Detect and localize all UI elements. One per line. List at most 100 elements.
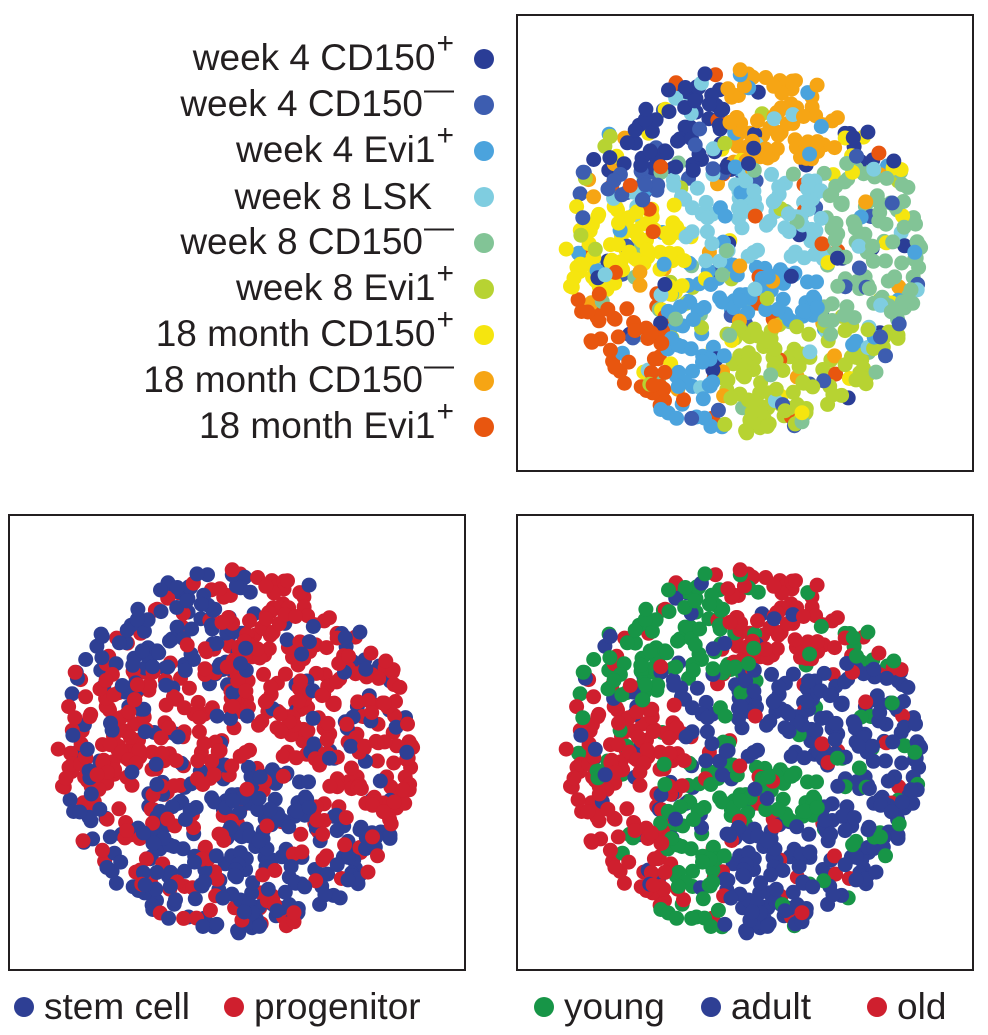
- legend-superscript: +: [436, 302, 454, 336]
- scatter-point: [834, 697, 850, 713]
- scatter-point: [685, 312, 701, 327]
- scatter-point: [676, 892, 691, 908]
- scatter-point: [654, 335, 670, 351]
- scatter-point: [808, 223, 824, 239]
- scatter-point: [785, 384, 801, 400]
- scatter-point: [703, 277, 719, 292]
- scatter-point: [676, 392, 691, 408]
- scatter-point: [627, 622, 643, 638]
- legend-swatch-icon: [474, 187, 494, 207]
- scatter-point: [763, 867, 779, 883]
- scatter-point: [809, 300, 825, 315]
- scatter-point: [269, 903, 285, 919]
- scatter-point: [102, 829, 118, 845]
- scatter-point: [861, 281, 877, 297]
- scatter-point: [233, 656, 248, 672]
- scatter-point: [783, 768, 799, 784]
- scatter-point: [758, 641, 773, 657]
- scatter-point: [369, 753, 385, 769]
- scatter-point: [135, 865, 151, 881]
- scatter-point: [687, 593, 703, 609]
- scatter-point: [886, 653, 902, 669]
- scatter-point: [161, 720, 177, 736]
- scatter-point: [684, 910, 700, 926]
- scatter-point: [692, 621, 708, 637]
- scatter-point: [705, 339, 721, 355]
- scatter-point: [699, 710, 715, 726]
- legend-superscript: +: [436, 118, 454, 152]
- scatter-point: [293, 673, 309, 689]
- scatter-point: [745, 245, 761, 260]
- scatter-point: [621, 854, 637, 870]
- scatter-point: [771, 179, 787, 195]
- legend-label: week 4 Evi1: [235, 128, 436, 170]
- scatter-point: [896, 194, 911, 209]
- scatter-point: [872, 705, 888, 720]
- scatter-point: [816, 873, 832, 889]
- scatter-point: [763, 367, 779, 383]
- scatter-point: [783, 748, 799, 764]
- scatter-point: [570, 792, 586, 808]
- scatter-point: [627, 823, 643, 838]
- scatter-point: [657, 364, 673, 380]
- legend-entry-young: young: [534, 986, 665, 1028]
- scatter-point: [238, 640, 254, 656]
- scatter-point: [634, 192, 650, 208]
- scatter-point: [338, 810, 354, 826]
- legend-label: 18 month Evi1: [198, 404, 436, 446]
- scatter-point: [305, 710, 321, 726]
- scatter-point: [277, 666, 293, 682]
- scatter-point: [627, 122, 643, 138]
- scatter-point: [768, 381, 784, 397]
- scatter-point: [705, 641, 721, 657]
- scatter-point: [722, 114, 738, 130]
- scatter-point: [759, 918, 775, 934]
- scatter-point: [813, 119, 829, 134]
- scatter-point: [639, 742, 655, 758]
- scatter-point: [677, 619, 693, 635]
- scatter-point: [322, 778, 338, 794]
- scatter-point: [747, 708, 763, 724]
- scatter-point: [154, 745, 170, 761]
- scatter-point: [705, 839, 721, 855]
- scatter-point: [566, 770, 582, 786]
- scatter-point: [705, 161, 721, 177]
- scatter-point: [814, 236, 830, 252]
- scatter-point: [828, 715, 844, 731]
- scatter-point: [573, 227, 589, 243]
- scatter-point: [848, 872, 864, 888]
- scatter-point: [896, 219, 912, 235]
- scatter-point: [600, 301, 616, 317]
- scatter-point: [666, 677, 682, 693]
- scatter-point: [809, 774, 824, 790]
- scatter-point: [259, 818, 275, 834]
- scatter-point: [181, 680, 197, 696]
- scatter-point: [322, 750, 337, 766]
- scatter-point: [670, 133, 685, 149]
- scatter-point: [206, 794, 222, 810]
- scatter-point: [297, 879, 313, 895]
- scatter-point: [371, 670, 387, 686]
- scatter-point: [195, 919, 211, 934]
- scatter-point: [341, 648, 356, 664]
- scatter-point: [705, 874, 721, 890]
- scatter-point: [684, 410, 700, 426]
- scatter-point: [717, 635, 733, 651]
- scatter-point: [294, 646, 310, 662]
- scatter-point: [301, 800, 317, 815]
- scatter-point: [215, 890, 231, 906]
- scatter-point: [370, 848, 385, 864]
- legend-entry-week8-lsk: week 8 LSK: [235, 174, 494, 220]
- scatter-point: [162, 878, 178, 894]
- scatter-point: [645, 224, 661, 240]
- scatter-point: [851, 760, 867, 776]
- legend-swatch-icon: [474, 279, 494, 299]
- scatter-point: [98, 673, 114, 688]
- scatter-point: [785, 884, 801, 900]
- scatter-point: [837, 823, 853, 839]
- scatter-point: [190, 694, 206, 710]
- scatter-point: [685, 863, 700, 879]
- scatter-point: [670, 378, 686, 394]
- scatter-point: [814, 736, 830, 752]
- scatter-point: [146, 835, 162, 851]
